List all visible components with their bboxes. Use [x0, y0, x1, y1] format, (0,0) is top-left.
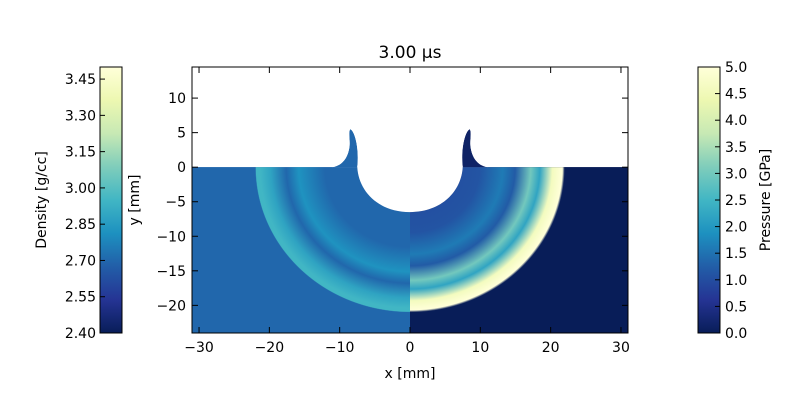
- plot-area: −30 −20 −10 0 10 20 30 −20 −15 −10 −5 0 5 10 3.00 μs…: [127, 43, 630, 382]
- density-colorbar: 2.40 2.55 2.70 2.85 3.00 3.15 3.30 3.45 Density…: [34, 66, 123, 342]
- y-tick-label: −10: [156, 229, 186, 245]
- colorbar-tick-label: 3.30: [65, 108, 96, 124]
- colorbar-tick-label: 2.40: [65, 326, 96, 342]
- field-image: [192, 67, 628, 333]
- y-tick-label: −15: [156, 264, 186, 280]
- density-colorbar-ticks: 2.40 2.55 2.70 2.85 3.00 3.15 3.30 3.45: [65, 72, 105, 342]
- chart-title: 3.00 μs: [379, 43, 442, 63]
- colorbar-tick-label: 3.45: [65, 72, 96, 88]
- colorbar-tick-label: 4.0: [725, 113, 747, 129]
- pressure-colorbar-ticks: 0.0 0.5 1.0 1.5 2.0 2.5 3.0 3.5 4.0 4.5 5.0: [715, 60, 747, 342]
- colorbar-tick-label: 1.0: [725, 273, 747, 289]
- crater-void: [332, 67, 488, 213]
- pressure-colorbar-label: Pressure [GPa]: [758, 149, 774, 251]
- pressure-colorbar: 0.0 0.5 1.0 1.5 2.0 2.5 3.0 3.5 4.0 4.5 5.0 Pressu…: [697, 60, 774, 342]
- density-colorbar-ramp: [99, 66, 123, 334]
- colorbar-tick-label: 2.0: [725, 220, 747, 236]
- colorbar-tick-label: 2.5: [725, 193, 747, 209]
- y-tick-label: 0: [177, 160, 186, 176]
- colorbar-tick-label: 2.55: [65, 290, 96, 306]
- colorbar-tick-label: 4.5: [725, 87, 747, 103]
- x-axis-label: x [mm]: [385, 366, 436, 382]
- y-axis-label: y [mm]: [127, 175, 143, 226]
- x-tick-label: −30: [184, 340, 214, 356]
- x-tick-label: −20: [255, 340, 285, 356]
- colorbar-tick-label: 2.85: [65, 217, 96, 233]
- x-tick-label: 0: [406, 340, 415, 356]
- x-tick-label: 20: [542, 340, 560, 356]
- colorbar-tick-label: 3.15: [65, 145, 96, 161]
- density-colorbar-label: Density [g/cc]: [34, 151, 50, 249]
- x-tick-label: 30: [612, 340, 630, 356]
- x-axis-ticks: −30 −20 −10 0 10 20 30: [184, 67, 630, 356]
- y-tick-label: 10: [168, 91, 186, 107]
- colorbar-tick-label: 0.0: [725, 326, 747, 342]
- colorbar-tick-label: 2.70: [65, 253, 96, 269]
- y-axis-ticks: −20 −15 −10 −5 0 5 10: [156, 91, 628, 314]
- colorbar-tick-label: 3.5: [725, 140, 747, 156]
- colorbar-tick-label: 3.00: [65, 181, 96, 197]
- colorbar-tick-label: 3.0: [725, 166, 747, 182]
- y-tick-label: −20: [156, 298, 186, 314]
- y-tick-label: −5: [165, 195, 186, 211]
- colorbar-tick-label: 5.0: [725, 60, 747, 76]
- x-tick-label: 10: [471, 340, 489, 356]
- y-tick-label: 5: [177, 126, 186, 142]
- x-tick-label: −10: [325, 340, 355, 356]
- colorbar-tick-label: 1.5: [725, 246, 747, 262]
- colorbar-tick-label: 0.5: [725, 299, 747, 315]
